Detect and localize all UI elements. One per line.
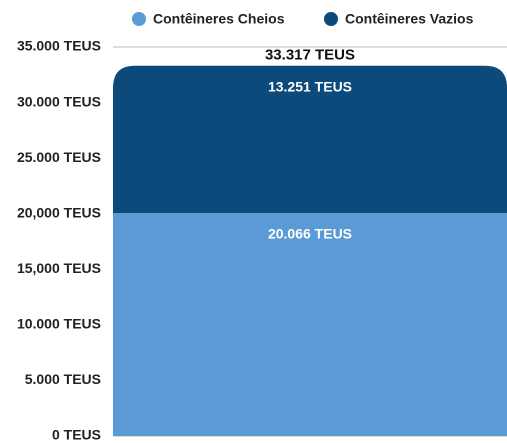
y-tick-label: 25.000 TEUS	[17, 149, 101, 165]
y-tick-label: 35.000 TEUS	[17, 38, 101, 54]
bar-segment	[113, 65, 507, 213]
value-label: 20.066 TEUS	[268, 226, 352, 242]
y-tick-label: 5.000 TEUS	[25, 371, 101, 387]
total-label: 33.317 TEUS	[265, 47, 355, 64]
bar-segment	[113, 212, 507, 436]
y-tick-label: 20,000 TEUS	[17, 204, 101, 220]
legend-label: Contêineres Cheios	[153, 11, 285, 27]
y-tick-label: 15,000 TEUS	[17, 260, 101, 276]
legend-marker	[324, 12, 338, 26]
legend-label: Contêineres Vazios	[345, 11, 474, 27]
value-label: 13.251 TEUS	[268, 78, 352, 94]
legend-marker	[132, 12, 146, 26]
y-tick-label: 10.000 TEUS	[17, 316, 101, 332]
y-tick-label: 30.000 TEUS	[17, 93, 101, 109]
y-tick-label: 0 TEUS	[52, 427, 101, 443]
